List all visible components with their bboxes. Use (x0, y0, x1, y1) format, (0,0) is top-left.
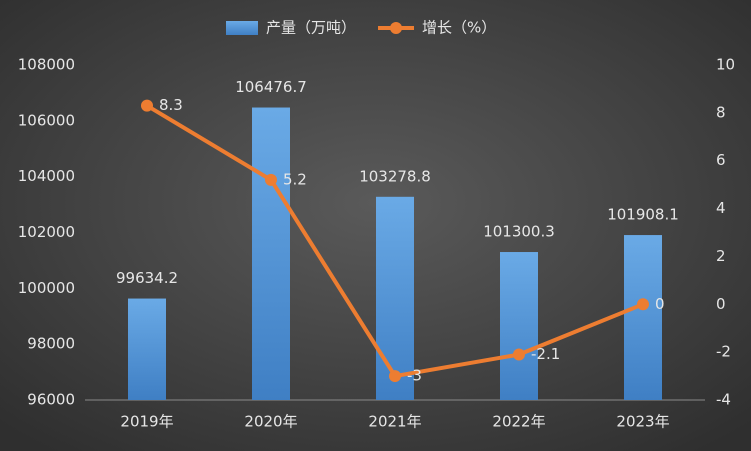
y2-tick-label: 4 (716, 199, 726, 217)
y2-tick-label: 6 (716, 151, 726, 169)
y2-tick-label: 10 (716, 56, 735, 74)
y-tick-label: 104000 (18, 167, 75, 185)
legend-label: 产量（万吨） (266, 19, 356, 37)
y2-tick-label: 8 (716, 103, 726, 121)
y2-tick-label: 2 (716, 247, 726, 265)
y-tick-label: 108000 (18, 56, 75, 74)
bar (624, 235, 662, 400)
x-tick-label: 2020年 (244, 413, 297, 431)
x-tick-label: 2019年 (120, 413, 173, 431)
line-point (389, 370, 401, 383)
bar (252, 107, 290, 401)
line-value-label: 8.3 (159, 96, 183, 114)
y-tick-label: 106000 (18, 111, 75, 129)
bar-value-label: 99634.2 (116, 269, 178, 287)
y2-tick-label: 0 (716, 295, 726, 313)
y-tick-label: 100000 (18, 279, 75, 297)
legend-label: 增长（%） (422, 19, 496, 37)
y-tick-label: 96000 (27, 391, 75, 409)
x-tick-label: 2021年 (368, 413, 421, 431)
legend-swatch (226, 21, 258, 35)
bar-value-label: 106476.7 (235, 78, 307, 96)
bar-value-label: 101300.3 (483, 223, 555, 241)
line-point (265, 173, 277, 186)
x-tick-label: 2022年 (492, 413, 545, 431)
bar (376, 196, 414, 400)
legend-swatch (390, 22, 403, 34)
y-tick-label: 102000 (18, 223, 75, 241)
line-value-label: -3 (407, 367, 422, 385)
line-value-label: -2.1 (531, 345, 560, 363)
line-point (141, 99, 153, 112)
y2-tick-label: -2 (716, 343, 731, 361)
bar (500, 252, 538, 400)
line-point (513, 348, 525, 361)
bar (128, 298, 166, 400)
x-tick-label: 2023年 (616, 413, 669, 431)
bar-value-label: 101908.1 (607, 206, 679, 224)
bar-value-label: 103278.8 (359, 167, 431, 185)
line-point (637, 298, 649, 311)
y-tick-label: 98000 (27, 335, 75, 353)
y2-tick-label: -4 (716, 391, 731, 409)
line-value-label: 0 (655, 295, 665, 313)
line-value-label: 5.2 (283, 170, 307, 188)
